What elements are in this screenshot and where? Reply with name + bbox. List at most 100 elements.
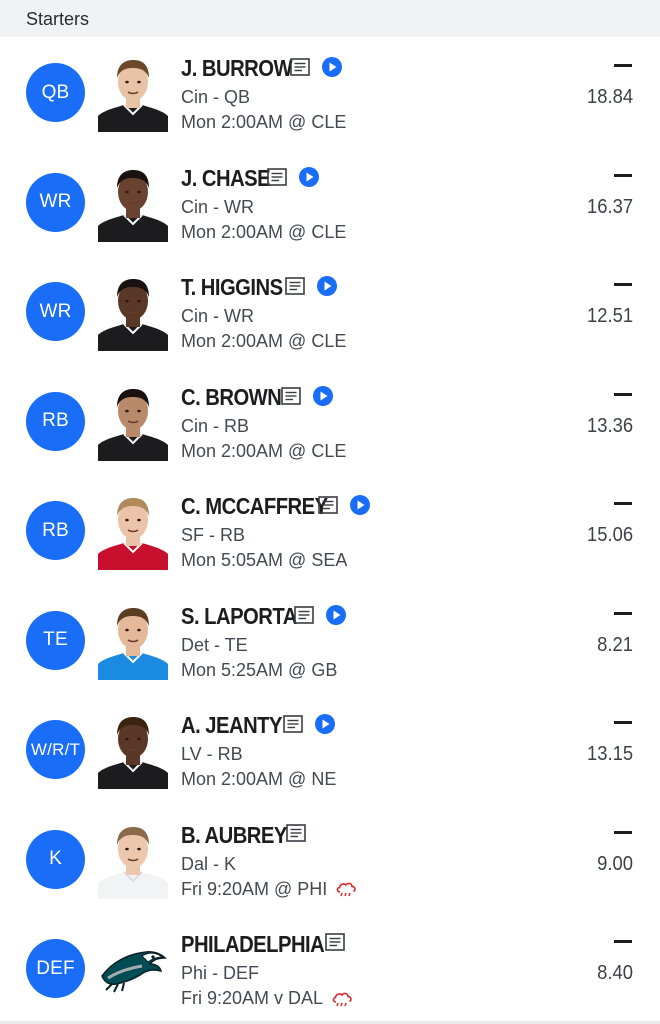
player-row[interactable]: WR T. HIGGINS Cin - WR Mon 2:00AM @ CLE … <box>0 256 660 366</box>
notes-icon[interactable] <box>286 823 306 842</box>
player-headshot[interactable] <box>98 490 168 570</box>
notes-icon[interactable] <box>294 605 314 624</box>
player-headshot[interactable] <box>98 600 168 680</box>
player-headshot[interactable] <box>98 819 168 899</box>
position-label: WR <box>39 191 72 212</box>
player-headshot[interactable] <box>98 381 168 461</box>
game-time-opponent: Mon 2:00AM @ CLE <box>181 221 347 242</box>
notes-icon[interactable] <box>281 386 301 405</box>
actual-points-dash <box>614 64 632 67</box>
player-headshot[interactable] <box>98 271 168 351</box>
player-headshot[interactable] <box>98 52 168 132</box>
projected-points: 13.36 <box>586 414 633 437</box>
player-row[interactable]: K B. AUBREY Dal - K Fri 9:20AM @ PHI 9.0… <box>0 803 660 913</box>
game-info: Fri 9:20AM @ PHI <box>181 879 357 900</box>
actual-points-dash <box>614 721 632 724</box>
player-row[interactable]: DEF PHILADELPHIA Phi - DEF Fri 9:20AM v … <box>0 913 660 1023</box>
player-row[interactable]: QB J. BURROW Cin - QB Mon 2:00AM @ CLE 1… <box>0 37 660 147</box>
game-info: Mon 5:25AM @ GB <box>181 660 337 681</box>
play-video-icon[interactable] <box>350 495 370 515</box>
play-video-icon[interactable] <box>299 166 319 187</box>
player-headshot[interactable] <box>98 709 168 789</box>
player-name-link[interactable]: B. AUBREY <box>181 821 287 848</box>
play-video-icon[interactable] <box>317 276 337 296</box>
position-badge[interactable]: RB <box>26 501 85 560</box>
notes-icon[interactable] <box>318 496 338 514</box>
actual-points-dash <box>614 830 632 834</box>
position-badge[interactable]: TE <box>26 610 85 670</box>
game-info: Mon 2:00AM @ NE <box>181 769 336 790</box>
notes-icon[interactable] <box>325 933 345 951</box>
player-row[interactable]: TE S. LAPORTA Det - TE Mon 5:25AM @ GB 8… <box>0 584 660 694</box>
game-info: Mon 5:05AM @ SEA <box>181 550 347 571</box>
team-position: Dal - K <box>181 853 237 874</box>
position-label: WR <box>39 300 72 322</box>
team-position: Phi - DEF <box>181 963 260 983</box>
position-badge[interactable]: W/R/T <box>26 720 85 779</box>
position-badge[interactable]: K <box>26 829 85 889</box>
projected-points: 9.00 <box>597 852 633 875</box>
position-badge[interactable]: QB <box>26 63 85 122</box>
position-label: QB <box>41 81 70 103</box>
projected-points: 8.40 <box>597 962 633 984</box>
player-name-link[interactable]: J. CHASE <box>181 164 271 191</box>
player-action-icons <box>294 604 346 625</box>
player-name-link[interactable]: C. MCCAFFREY <box>181 493 328 519</box>
actual-points-dash <box>614 173 632 177</box>
player-row[interactable]: WR J. CHASE Cin - WR Mon 2:00AM @ CLE 16… <box>0 146 660 256</box>
play-video-icon[interactable] <box>326 604 346 625</box>
play-video-icon[interactable] <box>313 385 333 406</box>
team-position: Det - TE <box>181 634 248 655</box>
game-info: Mon 2:00AM @ CLE <box>181 222 346 243</box>
actual-points-dash <box>614 611 632 615</box>
player-headshot[interactable] <box>98 162 168 242</box>
player-name-link[interactable]: T. HIGGINS <box>181 274 283 300</box>
position-label: TE <box>43 629 68 650</box>
starters-roster-list: QB J. BURROW Cin - QB Mon 2:00AM @ CLE 1… <box>0 37 660 1023</box>
team-position: Cin - QB <box>181 87 251 107</box>
player-row[interactable]: RB C. BROWN Cin - RB Mon 2:00AM @ CLE 13… <box>0 365 660 475</box>
player-row[interactable]: RB C. MCCAFFREY SF - RB Mon 5:05AM @ SEA… <box>0 475 660 585</box>
player-action-icons <box>318 495 370 515</box>
weather-rain-icon[interactable] <box>331 991 353 1007</box>
projected-points: 13.15 <box>586 743 633 765</box>
position-badge[interactable]: WR <box>26 282 85 341</box>
projected-points: 8.21 <box>597 633 633 656</box>
player-name-link[interactable]: PHILADELPHIA <box>181 931 325 957</box>
weather-rain-icon[interactable] <box>335 881 357 897</box>
game-time-opponent: Mon 5:05AM @ SEA <box>181 550 348 570</box>
game-info: Mon 2:00AM @ CLE <box>181 441 346 462</box>
projected-points: 18.84 <box>586 86 633 108</box>
section-title: Starters <box>26 9 90 29</box>
player-name-link[interactable]: S. LAPORTA <box>181 602 297 629</box>
actual-points-dash <box>614 940 632 943</box>
player-name-link[interactable]: C. BROWN <box>181 383 282 410</box>
position-label: RB <box>42 519 69 541</box>
game-time-opponent: Mon 2:00AM @ CLE <box>181 440 347 461</box>
notes-icon[interactable] <box>290 58 310 76</box>
play-video-icon[interactable] <box>322 57 342 77</box>
game-time-opponent: Fri 9:20AM v DAL <box>181 988 324 1008</box>
projected-points: 15.06 <box>586 524 633 546</box>
notes-icon[interactable] <box>267 167 287 186</box>
game-info: Fri 9:20AM v DAL <box>181 988 353 1009</box>
play-video-icon[interactable] <box>315 714 335 734</box>
position-badge[interactable]: RB <box>26 391 85 451</box>
player-action-icons <box>325 933 345 951</box>
team-logo[interactable] <box>98 928 168 1008</box>
player-row[interactable]: W/R/T A. JEANTY LV - RB Mon 2:00AM @ NE … <box>0 694 660 804</box>
team-position: LV - RB <box>181 744 243 764</box>
team-position: Cin - WR <box>181 306 254 326</box>
projected-points: 16.37 <box>586 195 633 218</box>
position-badge[interactable]: DEF <box>26 939 85 998</box>
notes-icon[interactable] <box>285 277 305 295</box>
player-action-icons <box>281 385 333 406</box>
position-badge[interactable]: WR <box>26 172 85 232</box>
notes-icon[interactable] <box>283 715 303 733</box>
player-name-link[interactable]: A. JEANTY <box>181 712 282 738</box>
game-time-opponent: Fri 9:20AM @ PHI <box>181 878 328 899</box>
player-name-link[interactable]: J. BURROW <box>181 55 293 81</box>
game-info: Mon 2:00AM @ CLE <box>181 112 346 133</box>
eagle-logo-icon <box>101 951 167 993</box>
player-action-icons <box>286 823 306 842</box>
